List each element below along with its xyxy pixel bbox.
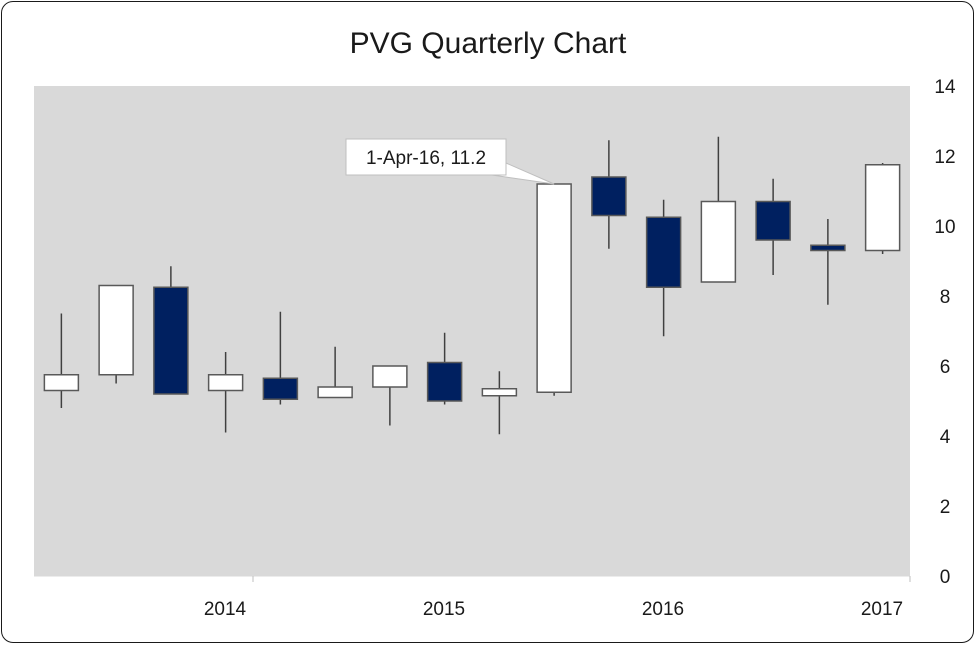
candle (153, 266, 189, 395)
candle-body-up (98, 284, 134, 376)
candle-body-up (372, 365, 408, 388)
candle (317, 346, 353, 399)
candle (481, 371, 518, 435)
candle-body-down (645, 216, 682, 288)
x-tick-label: 2015 (423, 599, 465, 620)
candle (536, 183, 572, 396)
callout: 1-Apr-16, 11.2 (345, 138, 555, 185)
candle-body-down (755, 200, 791, 241)
callout-box (345, 138, 507, 176)
y-tick-label: 14 (934, 77, 956, 98)
candle (207, 352, 244, 433)
y-tick-label: 6 (940, 357, 951, 378)
y-tick-label: 4 (940, 427, 951, 448)
candle-body-up (207, 374, 244, 392)
y-axis-ticks: 0 2 4 6 8 10 12 14 (934, 77, 956, 588)
candle-body-down (153, 286, 189, 395)
callout-label: 1-Apr-16, 11.2 (366, 148, 486, 169)
y-tick-label: 0 (940, 567, 951, 588)
candle (645, 199, 682, 337)
candle-body-up (43, 374, 80, 392)
chart-title: PVG Quarterly Chart (350, 27, 627, 60)
candle-body-down (426, 361, 463, 402)
x-tick-label: 2017 (861, 599, 903, 620)
candle (810, 219, 846, 305)
y-tick-label: 10 (934, 217, 955, 238)
candle (700, 136, 737, 283)
candle (755, 178, 791, 275)
y-tick-label: 8 (940, 287, 951, 308)
candle-body-up (317, 386, 353, 399)
candle (864, 163, 901, 254)
y-tick-label: 12 (934, 147, 955, 168)
candle (426, 332, 463, 405)
candle-body-up (481, 388, 518, 397)
candle-body-down (262, 377, 299, 400)
x-tick-label: 2014 (204, 599, 247, 620)
candle (98, 284, 134, 384)
candle-body-up (864, 164, 901, 252)
candle (372, 365, 408, 426)
candles (43, 136, 901, 435)
x-axis-ticks: 2014 2015 2016 2017 (204, 599, 903, 620)
y-tick-label: 2 (940, 497, 951, 518)
candle-body-up (536, 183, 572, 393)
candle (262, 311, 299, 405)
candle (591, 140, 627, 249)
x-tick-label: 2016 (642, 599, 684, 620)
candle-body-down (591, 176, 627, 217)
candle (43, 313, 80, 408)
candle-body-down (810, 244, 846, 252)
candle-body-up (700, 200, 737, 283)
